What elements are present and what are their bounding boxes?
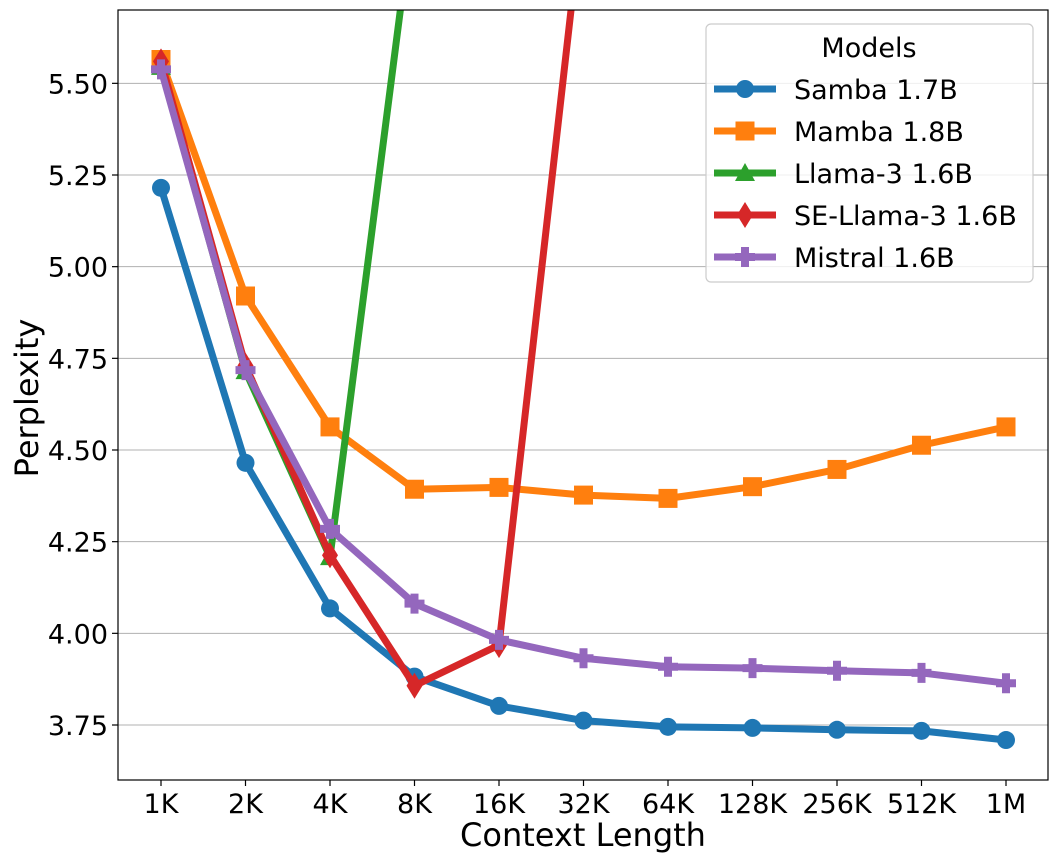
x-tick-label: 16K xyxy=(473,789,526,820)
data-point-samba-1-7b xyxy=(236,453,255,472)
x-axis-title: Context Length xyxy=(460,816,706,854)
legend-label: Mamba 1.8B xyxy=(794,117,964,148)
legend-entry-mistral-1-6b: Mistral 1.6B xyxy=(714,243,955,274)
data-point-samba-1-7b xyxy=(912,721,931,740)
data-point-mistral-1-6b xyxy=(658,656,678,677)
x-axis-ticks: 1K 2K 4K 8K 16K 32K 64K 128K 256K 512K 1M xyxy=(144,780,1026,820)
data-point-mistral-1-6b xyxy=(573,648,594,669)
legend-entry-llama-3-1-6b: Llama-3 1.6B xyxy=(714,159,973,190)
legend-title: Models xyxy=(821,33,916,64)
data-point-samba-1-7b xyxy=(574,711,593,730)
legend-label: SE-Llama-3 1.6B xyxy=(794,201,1017,232)
y-tick-label: 5.00 xyxy=(48,253,108,284)
data-point-mamba-1-8b xyxy=(489,477,509,497)
legend-marker xyxy=(735,121,755,141)
y-tick-label: 4.25 xyxy=(48,528,108,559)
y-tick-label: 4.75 xyxy=(48,344,108,375)
x-tick-label: 1K xyxy=(144,789,180,820)
x-tick-label: 8K xyxy=(397,789,433,820)
data-point-samba-1-7b xyxy=(321,599,339,618)
y-tick-label: 4.00 xyxy=(48,619,108,650)
series-samba-1-7b xyxy=(152,178,1015,750)
data-point-samba-1-7b xyxy=(490,696,508,715)
x-tick-label: 4K xyxy=(313,789,349,820)
x-tick-label: 1M xyxy=(986,789,1026,820)
data-point-samba-1-7b xyxy=(743,718,762,737)
legend-label: Llama-3 1.6B xyxy=(794,159,973,190)
legend-label: Samba 1.7B xyxy=(794,75,958,106)
data-point-mamba-1-8b xyxy=(996,417,1016,437)
x-tick-label: 128K xyxy=(718,789,789,820)
data-point-mamba-1-8b xyxy=(320,417,340,437)
data-point-mamba-1-8b xyxy=(405,479,424,499)
data-point-samba-1-7b xyxy=(828,720,846,739)
data-point-mamba-1-8b xyxy=(827,459,847,479)
y-tick-label: 5.25 xyxy=(48,161,108,192)
legend-entry-mamba-1-8b: Mamba 1.8B xyxy=(714,117,964,148)
legend-marker xyxy=(735,247,755,267)
x-tick-label: 64K xyxy=(642,789,695,820)
x-tick-label: 2K xyxy=(228,789,264,820)
legend-entry-samba-1-7b: Samba 1.7B xyxy=(714,75,958,106)
data-point-mistral-1-6b xyxy=(404,593,425,614)
y-tick-label: 5.50 xyxy=(48,69,108,100)
data-point-se-llama-3-1-6b xyxy=(322,542,338,569)
legend-marker xyxy=(737,202,753,228)
data-point-mistral-1-6b xyxy=(320,518,340,539)
data-point-mistral-1-6b xyxy=(827,660,847,681)
data-point-mistral-1-6b xyxy=(996,673,1016,694)
data-point-mistral-1-6b xyxy=(911,662,932,683)
series-mamba-1-8b xyxy=(151,50,1016,508)
data-point-samba-1-7b xyxy=(659,717,677,736)
legend-entry-se-llama-3-1-6b: SE-Llama-3 1.6B xyxy=(714,201,1017,232)
x-tick-label: 256K xyxy=(802,789,873,820)
y-tick-label: 4.50 xyxy=(48,436,108,467)
data-point-mamba-1-8b xyxy=(236,286,255,306)
data-point-samba-1-7b xyxy=(152,178,170,197)
y-tick-label: 3.75 xyxy=(48,711,108,742)
data-point-se-llama-3-1-6b xyxy=(406,672,423,699)
y-axis-title: Perplexity xyxy=(8,319,46,478)
data-point-mamba-1-8b xyxy=(658,488,678,508)
x-tick-label: 512K xyxy=(887,789,958,820)
data-point-samba-1-7b xyxy=(997,731,1015,750)
data-point-mistral-1-6b xyxy=(489,629,509,650)
data-point-mistral-1-6b xyxy=(742,658,763,679)
legend: Models Samba 1.7B Mamba 1.8B Llama-3 1.6B S… xyxy=(705,23,1034,283)
data-point-mamba-1-8b xyxy=(743,477,762,497)
legend-marker xyxy=(736,80,754,98)
data-point-mamba-1-8b xyxy=(574,485,593,505)
data-point-mistral-1-6b xyxy=(151,59,171,80)
data-point-mistral-1-6b xyxy=(235,360,256,381)
series-layer xyxy=(151,10,1016,750)
legend-marker xyxy=(735,163,755,181)
y-axis-ticks: 3.75 4.00 4.25 4.50 4.75 5.00 5.25 5.50 xyxy=(48,69,118,742)
x-tick-label: 32K xyxy=(557,789,610,820)
legend-label: Mistral 1.6B xyxy=(794,243,955,274)
data-point-mamba-1-8b xyxy=(912,435,931,455)
series-mistral-1-6b xyxy=(151,59,1016,694)
legend-box xyxy=(705,23,1034,283)
